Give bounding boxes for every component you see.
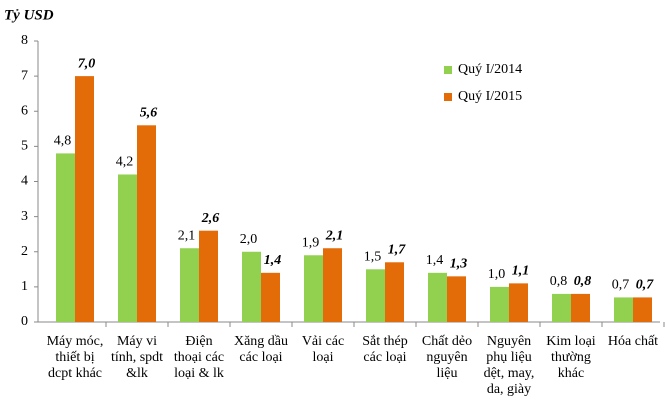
y-tick-label: 5 bbox=[21, 139, 28, 154]
y-tick-label: 6 bbox=[21, 103, 28, 118]
value-label: 1,9 bbox=[302, 235, 320, 250]
bar bbox=[447, 276, 466, 322]
value-label: 4,2 bbox=[116, 155, 134, 170]
bar bbox=[242, 251, 261, 322]
value-label: 2,0 bbox=[240, 232, 258, 247]
bar bbox=[261, 272, 280, 322]
y-tick-label: 3 bbox=[21, 209, 28, 224]
y-tick-label: 0 bbox=[21, 314, 28, 329]
value-label: 1,5 bbox=[364, 250, 382, 265]
x-tick-label: Nguyên phụ liệu dệt, may, da, giày bbox=[483, 334, 535, 397]
bar bbox=[56, 153, 75, 322]
bar bbox=[199, 230, 218, 322]
bar bbox=[552, 293, 571, 322]
bar bbox=[180, 248, 199, 322]
x-tick-label: Chất dẻo nguyên liệu bbox=[421, 334, 473, 381]
value-label: 4,8 bbox=[54, 134, 72, 149]
value-label: 5,6 bbox=[140, 106, 158, 121]
y-tick-label: 7 bbox=[21, 68, 28, 83]
x-tick-label: Điện thoại các loại & lk bbox=[173, 334, 225, 381]
value-label: 1,7 bbox=[388, 243, 407, 258]
value-label: 2,1 bbox=[325, 228, 344, 243]
y-tick-label: 1 bbox=[21, 279, 28, 294]
bar bbox=[304, 255, 323, 322]
bar bbox=[385, 262, 404, 322]
value-label: 0,8 bbox=[550, 274, 568, 289]
value-label: 7,0 bbox=[78, 56, 96, 71]
legend-label: Quý I/2014 bbox=[458, 62, 522, 77]
legend-swatch bbox=[444, 93, 452, 101]
bar bbox=[137, 125, 156, 322]
value-label: 1,1 bbox=[512, 264, 530, 279]
x-tick-label: Hóa chất bbox=[607, 334, 659, 349]
bar bbox=[633, 297, 652, 322]
x-tick-label: Xăng dầu các loại bbox=[233, 334, 289, 365]
x-tick-label: Vải các loại bbox=[301, 334, 345, 365]
value-label: 1,3 bbox=[450, 257, 468, 272]
bar bbox=[366, 269, 385, 322]
value-label: 2,1 bbox=[178, 228, 196, 243]
value-label: 0,8 bbox=[574, 274, 592, 289]
bar bbox=[323, 248, 342, 322]
x-tick-label: Máy móc, thiết bị dcpt khác bbox=[46, 334, 104, 381]
bar bbox=[75, 76, 94, 322]
value-label: 2,6 bbox=[201, 211, 220, 226]
bar bbox=[428, 272, 447, 322]
bar bbox=[509, 283, 528, 322]
x-tick-label: Máy vi tính, spdt &lk bbox=[110, 334, 164, 381]
x-tick-label: Sắt thép các loại bbox=[362, 334, 408, 365]
y-tick-label: 4 bbox=[21, 174, 28, 189]
bar bbox=[490, 286, 509, 322]
value-label: 1,0 bbox=[488, 267, 506, 282]
value-label: 1,4 bbox=[264, 253, 282, 268]
legend-swatch bbox=[444, 66, 452, 74]
y-tick-label: 2 bbox=[21, 244, 28, 259]
value-label: 0,7 bbox=[612, 278, 630, 293]
bar bbox=[614, 297, 633, 322]
legend-label: Quý I/2015 bbox=[458, 89, 522, 104]
x-tick-label: Kim loại thường khác bbox=[546, 334, 596, 381]
value-label: 0,7 bbox=[636, 278, 655, 293]
value-label: 1,4 bbox=[426, 253, 444, 268]
bar bbox=[118, 174, 137, 322]
y-tick-label: 8 bbox=[21, 33, 28, 48]
bar bbox=[571, 293, 590, 322]
chart-title: Tỷ USD bbox=[4, 7, 54, 23]
